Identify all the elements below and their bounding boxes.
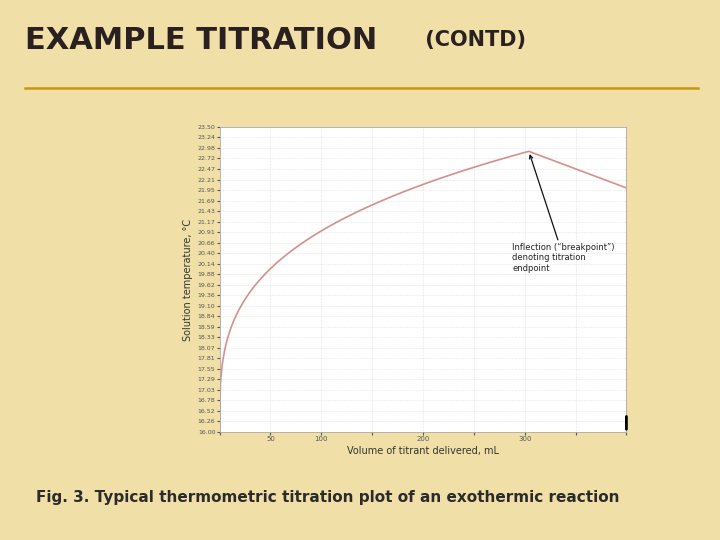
Text: Fig. 3. Typical thermometric titration plot of an exothermic reaction: Fig. 3. Typical thermometric titration p…	[36, 490, 619, 505]
X-axis label: Volume of titrant delivered, mL: Volume of titrant delivered, mL	[347, 447, 499, 456]
Text: (CONTD): (CONTD)	[418, 30, 526, 50]
Text: EXAMPLE TITRATION: EXAMPLE TITRATION	[25, 26, 377, 55]
Y-axis label: Solution temperature, °C: Solution temperature, °C	[184, 218, 193, 341]
Text: Inflection (“breakpoint”)
denoting titration
endpoint: Inflection (“breakpoint”) denoting titra…	[513, 156, 615, 273]
